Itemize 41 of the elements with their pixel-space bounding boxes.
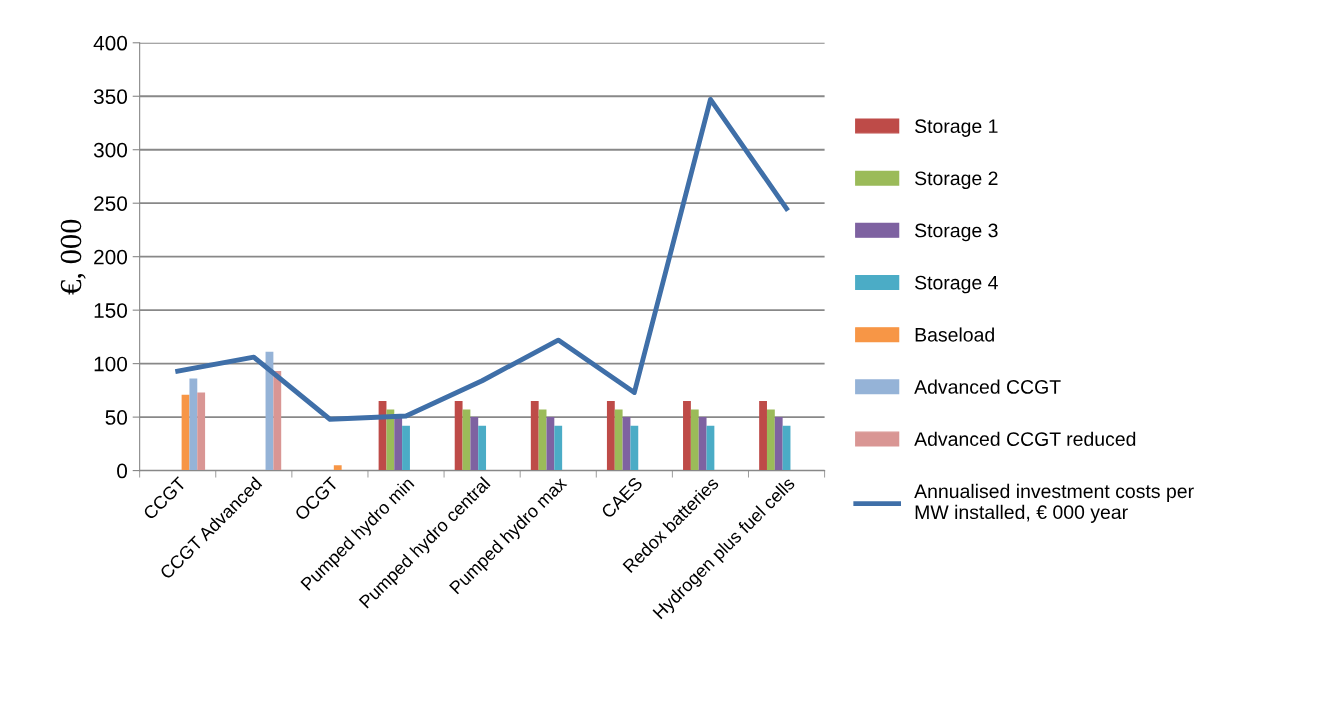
bar	[470, 417, 479, 471]
legend-label: Advanced CCGT	[914, 379, 1061, 394]
bar	[554, 425, 563, 471]
bar	[774, 417, 783, 471]
y-tick-label: 200	[94, 249, 128, 265]
y-tick-label: 0	[117, 463, 128, 479]
bar	[530, 401, 539, 471]
bar	[546, 417, 555, 471]
bar	[759, 401, 767, 471]
y-axis-title: €, 000	[60, 219, 86, 295]
legend-label: Storage 4	[915, 275, 998, 294]
line-series	[175, 97, 789, 422]
y-tick-label: 250	[94, 196, 128, 211]
bar	[478, 425, 487, 471]
legend-label: Storage 2	[915, 171, 998, 190]
bar	[606, 401, 615, 471]
y-tick-label: 50	[105, 410, 128, 425]
y-tick-label: 100	[94, 356, 128, 372]
bar	[197, 392, 206, 471]
bar	[394, 417, 403, 471]
bar	[766, 409, 775, 471]
bar	[273, 371, 282, 471]
y-tick-label: 350	[93, 89, 128, 105]
bar	[690, 409, 699, 471]
legend-label: Advanced CCGT reduced	[914, 431, 1136, 446]
legend-label: Storage 1	[915, 119, 998, 137]
bar	[683, 401, 691, 471]
y-tick-label: 400	[93, 35, 128, 51]
legend-label: Storage 3	[915, 223, 998, 242]
y-tick-label: 150	[94, 303, 128, 318]
bar	[454, 401, 463, 471]
bar	[189, 378, 198, 471]
y-tick-label: 300	[93, 142, 128, 158]
legend-label: Baseload	[915, 327, 994, 342]
legend-label: Annualised investment costs per MW installed, € 000 year	[914, 483, 1194, 523]
bar	[333, 465, 342, 471]
bar	[614, 409, 623, 471]
bar	[386, 409, 395, 471]
bar	[630, 425, 639, 471]
bar	[402, 425, 410, 471]
bar	[698, 417, 707, 471]
